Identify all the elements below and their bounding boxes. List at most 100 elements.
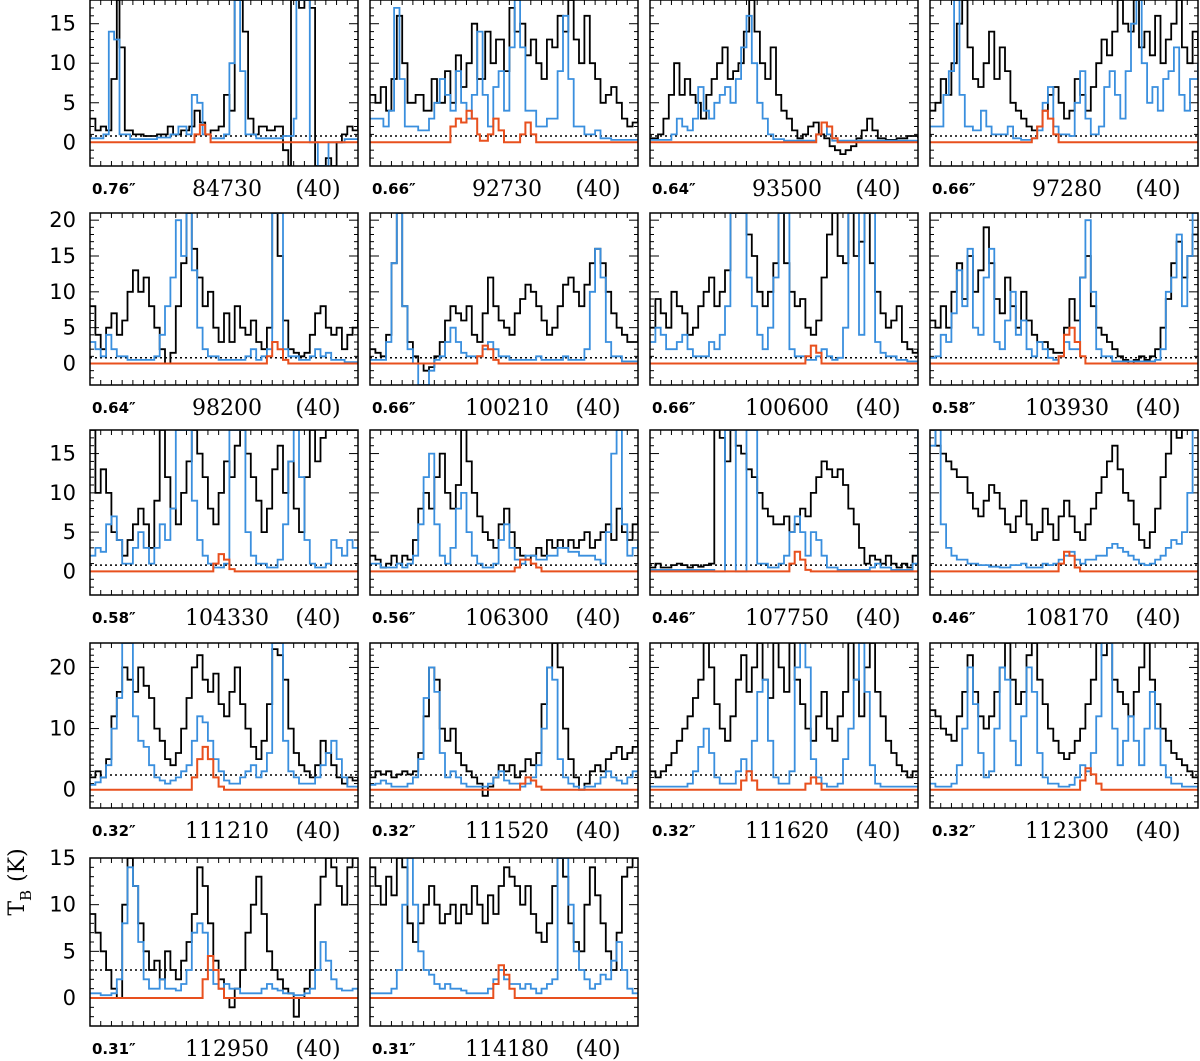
panel-plot-area: [650, 643, 918, 791]
panel-window: (40): [1135, 396, 1180, 421]
panel-frequency: 111520: [465, 819, 549, 844]
model-target-species: [930, 326, 1198, 365]
panel-resolution: 0.31″: [92, 1040, 136, 1058]
panel-resolution: 0.32″: [932, 822, 976, 840]
model-all-species: [90, 0, 358, 166]
panel-plot-area: [370, 430, 638, 573]
panel-frame: [929, 642, 1199, 809]
model-all-species: [930, 430, 1198, 569]
panel-resolution: 0.32″: [92, 822, 136, 840]
panel-resolution: 0.66″: [652, 399, 696, 417]
panel-100210: 0.66″ 100210 (40): [369, 212, 639, 421]
panel-103930: 0.58″ 103930 (40): [929, 212, 1199, 421]
panel-107750: 0.46″ 107750 (40): [649, 429, 919, 631]
panel-frame: [89, 0, 359, 167]
model-target-species: [370, 558, 638, 573]
panel-frequency: 107750: [745, 606, 829, 631]
panel-window: (40): [855, 177, 900, 202]
model-target-species: [650, 121, 918, 144]
panel-84730: 0 5 10 15 0.76″ 84730 (40): [49, 0, 359, 202]
y-tick-label: 15: [49, 442, 76, 466]
panel-plot-area: [90, 430, 358, 573]
panel-frame: [649, 429, 919, 596]
panel-112300: 0.32″ 112300 (40): [929, 642, 1199, 844]
y-tick-label: 10: [49, 481, 76, 505]
panel-frequency: 112950: [185, 1037, 269, 1061]
panel-frame: [369, 212, 639, 386]
panel-frequency: 111210: [185, 819, 269, 844]
panel-frame: [929, 212, 1199, 386]
panel-100600: 0.66″ 100600 (40): [649, 212, 919, 421]
model-all-species: [650, 14, 918, 142]
panel-111620: 0.32″ 111620 (40): [649, 642, 919, 844]
panel-93500: 0.64″ 93500 (40): [649, 0, 919, 202]
model-target-species: [650, 770, 918, 791]
panel-frequency: 100210: [465, 396, 549, 421]
observed-spectrum: [930, 643, 1198, 779]
panel-111210: 0 10 20 0.32″ 111210 (40): [49, 642, 359, 844]
model-all-species: [650, 430, 918, 573]
panel-plot-area: [370, 858, 638, 999]
observed-spectrum: [650, 213, 918, 354]
y-tick-label: 5: [63, 520, 76, 544]
panel-window: (40): [295, 1037, 340, 1061]
observed-spectrum: [90, 648, 358, 785]
panel-plot-area: [90, 0, 358, 166]
panel-frequency: 97280: [1032, 177, 1102, 202]
y-tick-label: 10: [49, 280, 76, 304]
panel-resolution: 0.64″: [92, 399, 136, 417]
panel-frequency: 104330: [185, 606, 269, 631]
y-tick-label: 15: [49, 12, 76, 36]
model-target-species: [370, 344, 638, 365]
panel-frequency: 111620: [745, 819, 829, 844]
panel-window: (40): [575, 177, 620, 202]
y-tick-label: 20: [49, 655, 76, 679]
panel-window: (40): [1135, 606, 1180, 631]
panel-plot-area: [370, 643, 638, 797]
model-all-species: [370, 0, 638, 141]
panel-106300: 0.56″ 106300 (40): [369, 429, 639, 631]
model-target-species: [90, 123, 358, 144]
observed-spectrum: [650, 643, 918, 779]
panel-frequency: 100600: [745, 396, 829, 421]
panel-108170: 0.46″ 108170 (40): [929, 429, 1199, 631]
panel-frame: [89, 857, 359, 1027]
panel-frame: [89, 642, 359, 809]
panel-frame: [369, 429, 639, 596]
panel-plot-area: [650, 213, 918, 365]
panel-resolution: 0.32″: [652, 822, 696, 840]
panel-frame: [649, 0, 919, 167]
panel-104330: 0 5 10 15 0.58″ 104330 (40): [49, 429, 359, 631]
observed-spectrum: [90, 430, 358, 557]
model-target-species: [370, 109, 638, 144]
panel-frequency: 93500: [752, 177, 822, 202]
panel-window: (40): [575, 819, 620, 844]
panel-resolution: 0.66″: [932, 180, 976, 198]
panel-window: (40): [295, 819, 340, 844]
panel-window: (40): [1135, 177, 1180, 202]
panel-frequency: 92730: [472, 177, 542, 202]
y-tick-label: 0: [63, 986, 76, 1010]
panel-resolution: 0.58″: [932, 399, 976, 417]
panel-window: (40): [855, 819, 900, 844]
y-tick-label: 0: [63, 130, 76, 154]
y-tick-label: 5: [63, 91, 76, 115]
model-target-species: [930, 767, 1198, 791]
y-tick-label: 15: [49, 244, 76, 268]
panel-plot-area: [370, 0, 638, 144]
panel-resolution: 0.64″: [652, 180, 696, 198]
panel-frame: [369, 0, 639, 167]
model-all-species: [370, 666, 638, 791]
model-all-species: [650, 213, 918, 363]
model-target-species: [930, 550, 1198, 573]
panel-plot-area: [650, 430, 918, 573]
model-all-species: [90, 866, 358, 997]
model-target-species: [650, 550, 918, 573]
observed-spectrum: [370, 858, 638, 971]
panel-frame: [369, 857, 639, 1027]
panel-frame: [649, 642, 919, 809]
panel-resolution: 0.46″: [932, 609, 976, 627]
panel-frame: [89, 212, 359, 386]
observed-spectrum: [650, 430, 918, 569]
y-tick-label: 5: [63, 939, 76, 963]
